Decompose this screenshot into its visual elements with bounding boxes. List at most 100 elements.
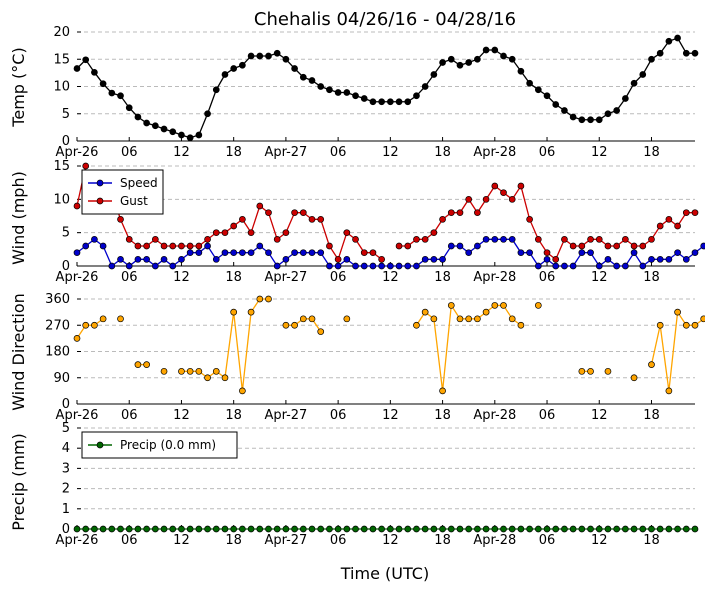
data-point: [186, 249, 194, 257]
data-point: [439, 525, 446, 533]
data-point: [630, 525, 638, 533]
data-point: [212, 367, 220, 375]
y-tick-label: 10: [53, 192, 70, 207]
data-point: [648, 525, 655, 533]
data-point: [160, 255, 168, 263]
data-point: [430, 315, 438, 323]
data-point: [334, 89, 342, 96]
data-point: [204, 110, 211, 118]
data-point: [221, 525, 229, 533]
data-point: [317, 249, 325, 257]
x-tick-label: 06: [121, 270, 138, 285]
data-point: [82, 525, 90, 533]
data-point: [404, 98, 412, 106]
data-point: [630, 79, 638, 87]
data-point: [247, 229, 255, 237]
x-axis-title: Time (UTC): [340, 564, 429, 583]
data-point: [604, 367, 612, 375]
x-tick-label: 06: [330, 533, 347, 548]
data-point: [421, 235, 429, 243]
data-point: [212, 255, 220, 263]
data-point: [439, 255, 446, 263]
data-point: [186, 134, 194, 142]
data-point: [526, 215, 533, 223]
data-point: [352, 235, 359, 243]
y-axis-title: Temp (°C): [9, 47, 28, 127]
data-point: [91, 525, 98, 533]
x-tick-label: 12: [591, 270, 608, 285]
data-point: [239, 387, 246, 395]
data-point: [143, 119, 150, 127]
data-point: [151, 262, 159, 270]
legend-box: [81, 169, 164, 215]
y-axis-title: Precip (mm): [9, 433, 28, 531]
data-point: [352, 92, 359, 100]
data-point: [99, 242, 107, 250]
data-point: [491, 182, 499, 190]
y-tick-label: 5: [62, 226, 70, 241]
data-point: [73, 525, 81, 533]
data-point: [447, 209, 455, 217]
data-point: [508, 235, 516, 243]
x-tick-label: Apr-27: [264, 270, 307, 285]
data-point: [256, 295, 264, 303]
data-point: [622, 95, 629, 102]
data-point: [143, 525, 150, 533]
data-point: [125, 235, 133, 243]
data-point: [648, 361, 655, 368]
data-point: [430, 71, 438, 78]
data-point: [82, 321, 90, 329]
data-point: [317, 215, 325, 223]
legend: Speed Gust: [81, 169, 164, 215]
legend-label: Speed: [120, 176, 158, 190]
data-point: [430, 525, 438, 533]
data-point: [648, 255, 655, 263]
data-point: [395, 525, 403, 533]
data-point: [569, 113, 577, 121]
data-point: [587, 367, 594, 375]
data-point: [117, 525, 124, 533]
data-point: [334, 262, 342, 270]
data-point: [552, 101, 560, 108]
data-point: [482, 235, 490, 243]
data-point: [204, 242, 211, 250]
data-point: [595, 116, 603, 124]
data-point: [413, 235, 420, 243]
data-point: [482, 308, 490, 316]
data-point: [691, 525, 699, 533]
data-point: [639, 262, 647, 270]
x-tick-label: 06: [539, 408, 556, 423]
data-point: [265, 209, 272, 217]
data-point: [273, 525, 281, 533]
data-point: [186, 525, 194, 533]
data-point: [134, 242, 142, 250]
data-point: [534, 86, 542, 94]
data-point: [195, 242, 203, 250]
data-point: [491, 46, 499, 54]
data-point: [169, 242, 177, 250]
y-tick-label: 270: [45, 318, 70, 333]
data-point: [691, 209, 699, 217]
data-point: [195, 249, 203, 257]
data-point: [682, 49, 690, 57]
data-point: [508, 315, 516, 323]
data-point: [291, 65, 298, 72]
x-tick-label: 12: [591, 533, 608, 548]
data-point: [622, 525, 629, 533]
data-point: [648, 55, 655, 63]
data-point: [500, 235, 507, 243]
data-point: [186, 242, 194, 250]
data-point: [578, 525, 586, 533]
data-point: [239, 61, 246, 69]
data-point: [465, 59, 473, 66]
data-point: [230, 249, 238, 257]
data-point: [587, 235, 594, 243]
data-point: [91, 321, 98, 329]
data-point: [387, 525, 394, 533]
data-point: [91, 68, 98, 76]
data-point: [682, 209, 690, 217]
data-point: [604, 110, 612, 118]
data-point: [282, 525, 290, 533]
data-point: [204, 235, 211, 243]
data-point: [230, 222, 238, 230]
